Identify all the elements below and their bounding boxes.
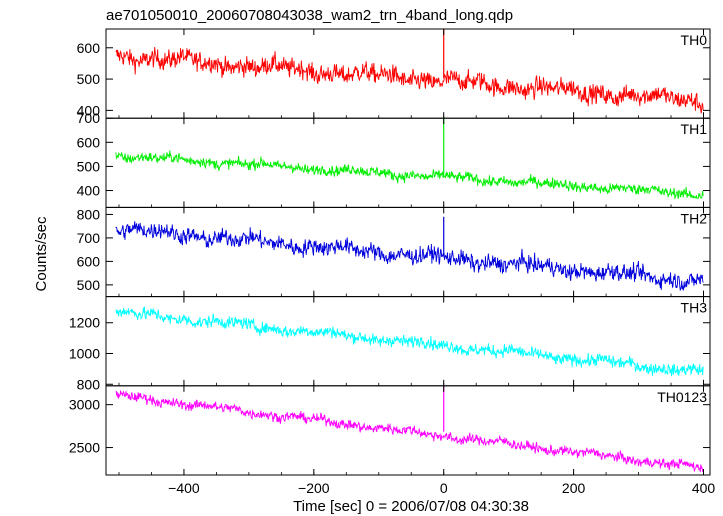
panel-frame-th1 [105,117,711,208]
y-axis-label: Counts/sec [33,216,50,292]
x-tick-label: −400 [168,480,200,496]
panel-frame-th0123 [105,385,711,476]
y-tick-label-th0: 600 [77,40,101,56]
panel-label-th0: TH0 [681,32,708,48]
y-tick-label-th3: 800 [77,376,101,392]
y-tick-label-th2: 600 [77,253,101,269]
y-tick-label-th3: 1000 [69,346,100,362]
panel-label-th0123: TH0123 [657,389,707,405]
series-line-th0 [115,47,704,114]
series-line-th1 [115,150,704,200]
y-tick-label-th0: 400 [77,102,101,118]
panel-frame-th0 [105,28,711,119]
chart-title: ae701050010_20060708043038_wam2_trn_4ban… [106,7,513,24]
panel-label-th1: TH1 [681,121,708,137]
y-tick-label-th2: 700 [77,230,101,246]
x-axis-label: Time [sec] 0 = 2006/07/08 04:30:38 [293,498,529,515]
y-tick-label-th1: 500 [77,158,101,174]
x-tick-label: −200 [298,480,330,496]
series-line-th0123 [115,390,704,473]
x-tick-label: 400 [692,480,716,496]
panels-group: 400 500 600 TH0 400 500 600 700 TH1 500 600 700 800 T… [69,28,716,496]
y-tick-label-th0123: 3000 [69,397,100,413]
y-tick-label-th0123: 2500 [69,440,100,456]
y-tick-label-th1: 700 [77,110,101,126]
series-line-th2 [115,221,704,291]
y-tick-label-th2: 500 [77,277,101,293]
y-tick-label-th2: 800 [77,206,101,222]
y-tick-label-th1: 400 [77,183,101,199]
panel-label-th3: TH3 [681,300,708,316]
series-line-th3 [115,306,704,377]
panel-label-th2: TH2 [681,210,708,226]
x-tick-label: 200 [562,480,586,496]
y-tick-label-th3: 1200 [69,315,100,331]
y-tick-label-th1: 600 [77,134,101,150]
y-tick-label-th0: 500 [77,71,101,87]
x-tick-label: 0 [440,480,448,496]
